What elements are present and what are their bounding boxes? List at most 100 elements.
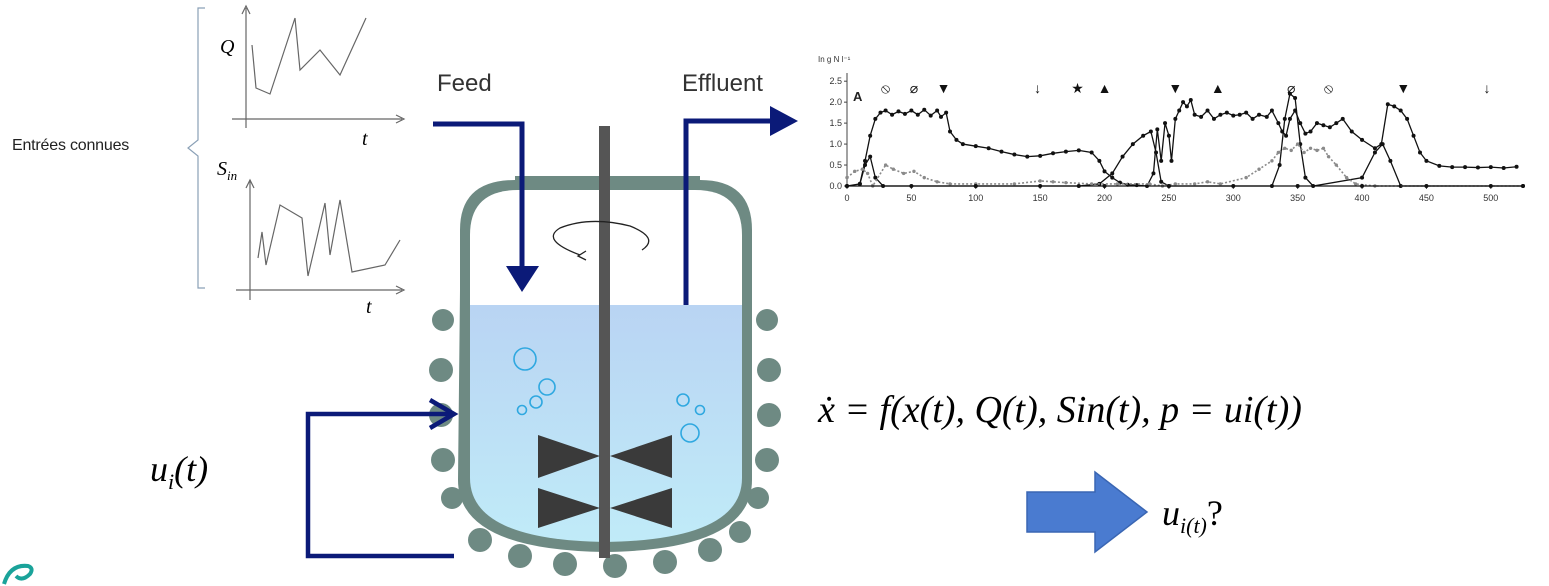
rotation-arrowhead [576,250,587,261]
chart-data-point [1388,158,1393,163]
chart-data-point [878,110,883,115]
chart-data-point [1244,175,1248,180]
chart-data-point [1218,112,1223,117]
control-loop-arrowhead [428,398,459,430]
chart-data-point [909,108,914,113]
q-signal-line [251,17,367,95]
chart-x-tick-label: 100 [968,193,983,203]
chart-data-point [1321,146,1326,150]
chart-data-point [909,184,914,188]
chart-data-point [948,182,952,186]
chart-data-point [1287,116,1292,121]
chart-data-point [973,144,978,149]
chart-data-point [1417,150,1422,155]
chart-y-tick-label: 1.5 [829,118,842,128]
chart-series-line [846,142,1523,188]
chart-data-point [1038,153,1043,158]
chart-x-tick-label: 500 [1483,193,1498,203]
chart-data-point [1181,100,1186,105]
chart-data-point [912,169,916,174]
chart-x-tick-label: 200 [1097,193,1112,203]
chart-event-marker: ▲ [1211,80,1225,96]
chart-data-point [1166,133,1171,138]
chart-x-tick-label: 0 [844,193,849,203]
chart-data-point [928,113,933,118]
chart-data-point [1276,121,1281,126]
chart-data-point [1012,152,1017,157]
chart-data-point [1141,133,1146,138]
chart-data-point [845,175,849,180]
chart-data-point [1012,182,1017,186]
chart-data-point [999,149,1004,154]
chart-data-point [1463,165,1468,170]
chart-data-point [863,163,868,168]
chart-data-point [1184,104,1189,109]
chart-data-point [1163,121,1168,126]
chart-data-point [1282,116,1287,121]
chart-event-marker: ⦸ [881,80,890,96]
chart-event-marker: ★ [1071,80,1084,96]
chart-data-point [922,107,927,112]
chart-data-point [938,114,943,119]
chart-data-point [1372,150,1377,155]
chart-data-point [1340,116,1345,121]
chart-data-point [1284,133,1289,138]
chart-data-point [1076,148,1081,153]
bubbles [513,347,706,443]
chart-data-point [1277,163,1282,168]
chart-y-tick-label: 2.5 [829,76,842,86]
chart-data-point [1051,151,1056,156]
chart-data-point [1102,184,1107,188]
chart-y-tick-label: 2.0 [829,97,842,107]
nitrogen-chart: In g N l⁻¹ A 0 50 100 150 200 250 300 350 400 450 50… [818,55,1525,203]
chart-data-point [1295,142,1300,146]
chart-data-point [954,137,959,142]
chart-data-point [883,163,888,167]
chart-event-marker: ▼ [1396,80,1410,96]
chart-data-point [1334,121,1339,126]
chart-x-tick-label: 150 [1033,193,1048,203]
chart-data-point [915,112,920,117]
chart-data-point [1089,182,1094,186]
chart-data-point [1097,158,1102,163]
sin-plot-x-arrowhead [395,285,406,295]
chart-data-point [1231,184,1236,188]
chart-data-point [1298,121,1303,126]
control-input-label: ui(t) [150,449,209,495]
chart-data-point [860,167,865,171]
effluent-pipe [683,118,772,305]
chart-panel-label: A [853,89,863,104]
bioreactor-diagram [305,106,798,578]
chart-data-point [1360,137,1365,142]
chart-data-point [1038,184,1043,188]
control-loop-line [305,411,454,559]
chart-data-point [1334,163,1338,167]
chart-data-point [944,110,949,115]
chart-data-point [1289,148,1293,153]
chart-event-marker: ⌀ [1287,80,1295,96]
stirrer-shaft [599,126,610,558]
chart-data-point [1308,146,1313,150]
chart-data-point [922,175,926,180]
sin-plot-y-arrowhead [245,178,255,189]
chart-data-point [1199,114,1204,119]
chart-data-point [1173,116,1178,121]
chart-x-tick-label: 250 [1161,193,1176,203]
chart-data-point [845,184,849,188]
chart-data-point [1051,180,1055,184]
chart-data-point [1130,142,1135,147]
chart-data-point [1038,179,1042,183]
chart-data-point [1257,112,1262,117]
chart-data-point [1211,116,1216,121]
chart-data-point [1159,158,1164,163]
chart-data-point [1411,133,1416,138]
q-plot-ylabel: Q [220,36,235,58]
q-plot-xlabel: t [362,128,368,150]
chart-data-point [1110,175,1115,180]
chart-data-point [1188,98,1193,103]
q-plot-y-arrowhead [241,4,251,15]
chart-data-point [1237,112,1242,117]
chart-data-point [1327,125,1332,130]
chart-data-point [1148,129,1153,134]
chart-data-point [857,181,862,186]
